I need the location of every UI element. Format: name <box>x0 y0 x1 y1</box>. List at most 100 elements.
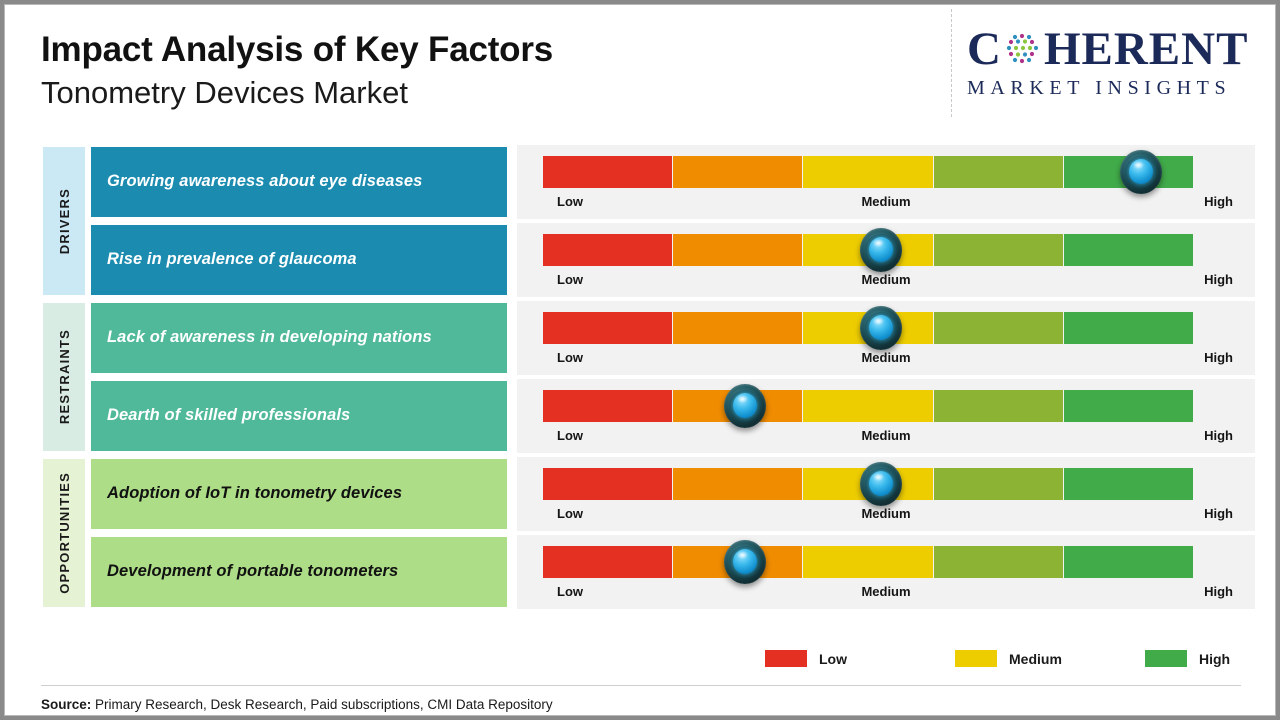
factor-box[interactable]: Lack of awareness in developing nations <box>91 303 507 373</box>
scale-labels: Low Medium High <box>517 428 1255 448</box>
category-label: DRIVERS <box>56 187 72 255</box>
scale-label-medium: Medium <box>861 272 911 287</box>
scale-labels: Low Medium High <box>517 194 1255 214</box>
impact-scale-bar[interactable] <box>543 468 1194 500</box>
legend-label: Low <box>819 650 847 667</box>
scale-label-high: High <box>1204 428 1233 443</box>
source-label: Source: <box>41 697 92 712</box>
scale-segment-3 <box>803 390 933 422</box>
scale-segment-4 <box>933 312 1063 344</box>
impact-marker[interactable] <box>1116 147 1166 197</box>
scale-label-medium: Medium <box>861 428 911 443</box>
scale-segment-1 <box>543 156 673 188</box>
marker-highlight <box>873 473 884 481</box>
scale-segment-1 <box>543 312 673 344</box>
scale-segment-1 <box>543 234 673 266</box>
legend-label: Medium <box>1009 650 1062 667</box>
impact-marker[interactable] <box>856 225 906 275</box>
impact-marker[interactable] <box>856 303 906 353</box>
scale-label-high: High <box>1204 350 1233 365</box>
scale-segment-5 <box>1063 546 1194 578</box>
scale-label-medium: Medium <box>861 350 911 365</box>
page-subtitle: Tonometry Devices Market <box>41 74 408 110</box>
factor-label: Development of portable tonometers <box>107 562 399 581</box>
scale-segment-1 <box>543 468 673 500</box>
scale-label-low: Low <box>557 350 583 365</box>
scale-segment-4 <box>933 468 1063 500</box>
scale-segment-2 <box>673 156 803 188</box>
legend-swatch <box>1145 650 1187 667</box>
impact-marker[interactable] <box>720 381 770 431</box>
source-value: Primary Research, Desk Research, Paid su… <box>91 697 553 712</box>
category-label: OPPORTUNITIES <box>56 472 72 594</box>
impact-marker[interactable] <box>720 537 770 587</box>
legend-swatch <box>955 650 997 667</box>
company-logo: C HERENT MARKET INSIGHTS <box>967 23 1267 109</box>
scale-label-medium: Medium <box>861 584 911 599</box>
scale-segment-4 <box>933 390 1063 422</box>
scale-labels: Low Medium High <box>517 272 1255 292</box>
scale-segment-3 <box>803 156 933 188</box>
impact-scale-bar[interactable] <box>543 546 1194 578</box>
factor-label: Rise in prevalence of glaucoma <box>107 250 357 269</box>
scale-segment-4 <box>933 234 1063 266</box>
impact-scale-bar[interactable] <box>543 390 1194 422</box>
scale-segment-1 <box>543 546 673 578</box>
factor-box[interactable]: Dearth of skilled professionals <box>91 381 507 451</box>
impact-scale-bar[interactable] <box>543 156 1194 188</box>
impact-gauge-row: Low Medium High <box>517 301 1255 375</box>
factor-label: Dearth of skilled professionals <box>107 406 351 425</box>
scale-segment-4 <box>933 156 1063 188</box>
footer-divider <box>41 685 1241 686</box>
scale-segment-4 <box>933 546 1063 578</box>
page-title: Impact Analysis of Key Factors <box>41 30 554 69</box>
legend-label: High <box>1199 650 1231 667</box>
logo-letters-herent: HERENT <box>1043 23 1249 75</box>
marker-highlight <box>736 395 748 403</box>
scale-segment-5 <box>1063 468 1194 500</box>
factor-label: Lack of awareness in developing nations <box>107 328 432 347</box>
scale-label-high: High <box>1204 584 1233 599</box>
factor-box[interactable]: Development of portable tonometers <box>91 537 507 607</box>
scale-label-medium: Medium <box>861 506 911 521</box>
category-rail-drivers: DRIVERS <box>43 147 85 295</box>
scale-segment-2 <box>673 468 803 500</box>
impact-gauge-row: Low Medium High <box>517 145 1255 219</box>
impact-marker[interactable] <box>856 459 906 509</box>
factor-label: Adoption of IoT in tonometry devices <box>107 484 403 503</box>
scale-segment-5 <box>1063 312 1194 344</box>
scale-segment-5 <box>1063 234 1194 266</box>
scale-label-low: Low <box>557 584 583 599</box>
factor-box[interactable]: Rise in prevalence of glaucoma <box>91 225 507 295</box>
scale-segment-3 <box>803 546 933 578</box>
scale-segment-5 <box>1063 390 1194 422</box>
scale-segment-2 <box>673 234 803 266</box>
scale-label-high: High <box>1204 272 1233 287</box>
source-note: Source: Primary Research, Desk Research,… <box>41 697 553 712</box>
marker-highlight <box>1133 161 1144 169</box>
impact-gauge-row: Low Medium High <box>517 457 1255 531</box>
factor-box[interactable]: Adoption of IoT in tonometry devices <box>91 459 507 529</box>
scale-label-low: Low <box>557 272 583 287</box>
logo-divider <box>951 9 952 117</box>
slide-canvas: Impact Analysis of Key Factors Tonometry… <box>4 4 1276 716</box>
scale-label-medium: Medium <box>861 194 911 209</box>
category-rail-opportunities: OPPORTUNITIES <box>43 459 85 607</box>
impact-gauge-row: Low Medium High <box>517 535 1255 609</box>
legend-item-low: Low <box>765 650 847 667</box>
category-rail-restraints: RESTRAINTS <box>43 303 85 451</box>
legend-item-medium: Medium <box>955 650 1062 667</box>
scale-label-high: High <box>1204 194 1233 209</box>
scale-labels: Low Medium High <box>517 584 1255 604</box>
scale-label-low: Low <box>557 428 583 443</box>
factor-label: Growing awareness about eye diseases <box>107 172 423 191</box>
logo-tagline: MARKET INSIGHTS <box>967 77 1232 99</box>
scale-label-high: High <box>1204 506 1233 521</box>
impact-gauge-row: Low Medium High <box>517 379 1255 453</box>
logo-letter-c: C <box>967 23 1002 75</box>
factor-box[interactable]: Growing awareness about eye diseases <box>91 147 507 217</box>
scale-labels: Low Medium High <box>517 350 1255 370</box>
marker-highlight <box>736 551 748 559</box>
impact-gauge-row: Low Medium High <box>517 223 1255 297</box>
scale-labels: Low Medium High <box>517 506 1255 526</box>
